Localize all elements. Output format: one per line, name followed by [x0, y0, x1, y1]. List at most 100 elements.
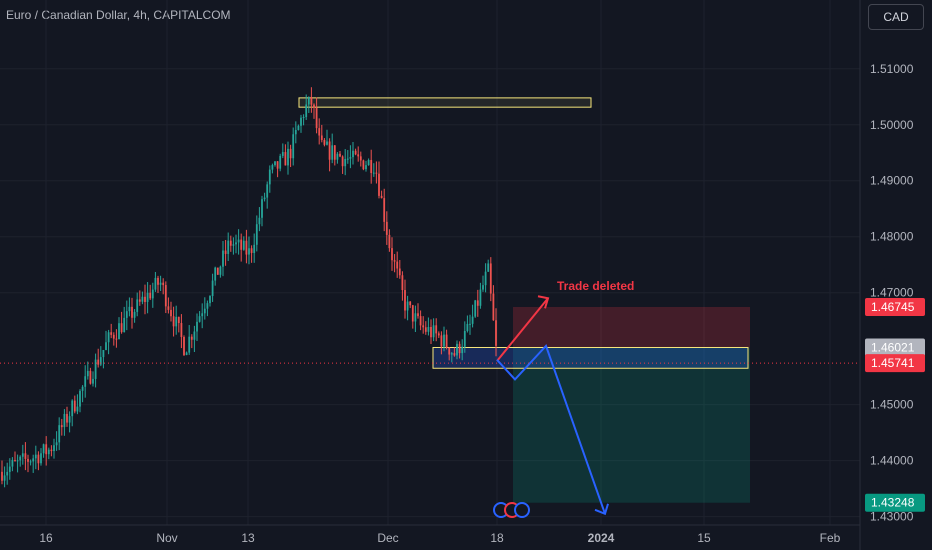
candle-body — [224, 250, 227, 254]
candle-body — [320, 135, 323, 140]
candle-body — [185, 352, 188, 356]
candle-body — [193, 331, 196, 340]
candle-body — [167, 306, 170, 310]
candle-body — [331, 145, 334, 160]
candle-body — [437, 333, 440, 336]
candle-body — [84, 376, 87, 387]
candle-body — [146, 292, 149, 302]
candle-body — [404, 290, 406, 311]
candle-body — [302, 117, 305, 119]
candle-body — [240, 239, 243, 250]
candle-body — [144, 296, 146, 302]
candle-body — [482, 285, 484, 290]
grid — [0, 0, 860, 525]
candle-body — [297, 125, 300, 130]
zones — [298, 97, 750, 503]
price-badge — [865, 297, 925, 316]
price-badge-label: 1.45741 — [871, 356, 915, 370]
candle-body — [289, 148, 292, 159]
candle-body — [242, 240, 245, 250]
candle-body — [443, 334, 445, 347]
candle-body — [435, 325, 438, 334]
candle-body — [105, 342, 107, 350]
candle-body — [294, 129, 297, 135]
candle-body — [346, 158, 349, 160]
candle-body — [37, 454, 40, 464]
candle-body — [365, 165, 367, 170]
candle-body — [261, 199, 263, 218]
candle-body — [339, 153, 341, 157]
candle-body — [245, 240, 248, 255]
y-tick-label: 1.43000 — [870, 510, 914, 524]
candle-body — [401, 275, 404, 291]
candle-body — [476, 300, 479, 306]
candle-body — [203, 308, 206, 314]
candle-body — [164, 285, 167, 307]
candle-body — [110, 332, 113, 335]
candle-body — [448, 347, 451, 355]
candle-body — [55, 442, 58, 446]
candle-body — [328, 141, 331, 160]
candle-body — [190, 336, 193, 340]
candle-body — [323, 139, 326, 145]
candle-body — [271, 165, 274, 170]
candles — [1, 87, 497, 488]
candle-body — [458, 343, 461, 354]
candle-body — [411, 305, 414, 322]
projection-arrow-head — [594, 503, 609, 516]
y-tick-label: 1.51000 — [870, 62, 914, 76]
candle-body — [432, 325, 435, 338]
candle-body — [445, 334, 448, 348]
projection-path — [496, 343, 606, 515]
candle-body — [336, 153, 339, 160]
candle-body — [89, 370, 92, 384]
candle-body — [138, 299, 141, 302]
candle-body — [409, 301, 412, 306]
candle-body — [471, 316, 474, 324]
x-tick-label: 15 — [697, 531, 711, 545]
candle-body — [79, 390, 81, 407]
candle-body — [196, 321, 198, 332]
candle-body — [21, 453, 24, 457]
y-tick-label: 1.45000 — [870, 398, 914, 412]
candle-body — [279, 155, 282, 169]
candle-body — [380, 195, 383, 199]
candle-body — [214, 267, 217, 281]
candle-body — [370, 160, 373, 173]
candle-body — [396, 261, 399, 269]
candle-body — [180, 323, 183, 338]
economic-event-icon — [514, 502, 530, 518]
arrow-up-line — [496, 297, 549, 362]
candle-body — [276, 161, 279, 169]
candle-body — [310, 96, 313, 105]
candle-body — [99, 357, 102, 365]
candle-body — [112, 334, 115, 339]
candle-body — [219, 266, 222, 275]
candle-body — [450, 353, 453, 355]
candle-body — [40, 453, 42, 464]
chart-title: Euro / Canadian Dollar, 4h, CAPITALCOM — [6, 8, 231, 22]
take-profit-zone — [513, 347, 750, 503]
drawings: Trade deleted — [0, 279, 860, 518]
x-tick-label: Dec — [377, 531, 398, 545]
candle-body — [73, 400, 76, 412]
candle-body — [424, 327, 427, 332]
candle-body — [362, 160, 365, 170]
candle-body — [141, 296, 144, 302]
candle-body — [102, 349, 105, 358]
x-tick-label: 16 — [39, 531, 53, 545]
candle-body — [157, 277, 159, 285]
candle-body — [266, 184, 269, 198]
candle-body — [123, 317, 126, 333]
candle-body — [14, 460, 16, 462]
candle-body — [115, 338, 118, 340]
candle-body — [76, 406, 79, 412]
candle-body — [6, 471, 9, 476]
y-tick-label: 1.48000 — [870, 230, 914, 244]
candle-body — [461, 346, 464, 354]
currency-button[interactable]: CAD — [868, 4, 924, 30]
candle-body — [258, 217, 261, 225]
price-badge-label: 1.46021 — [871, 340, 915, 354]
candle-body — [479, 289, 482, 306]
